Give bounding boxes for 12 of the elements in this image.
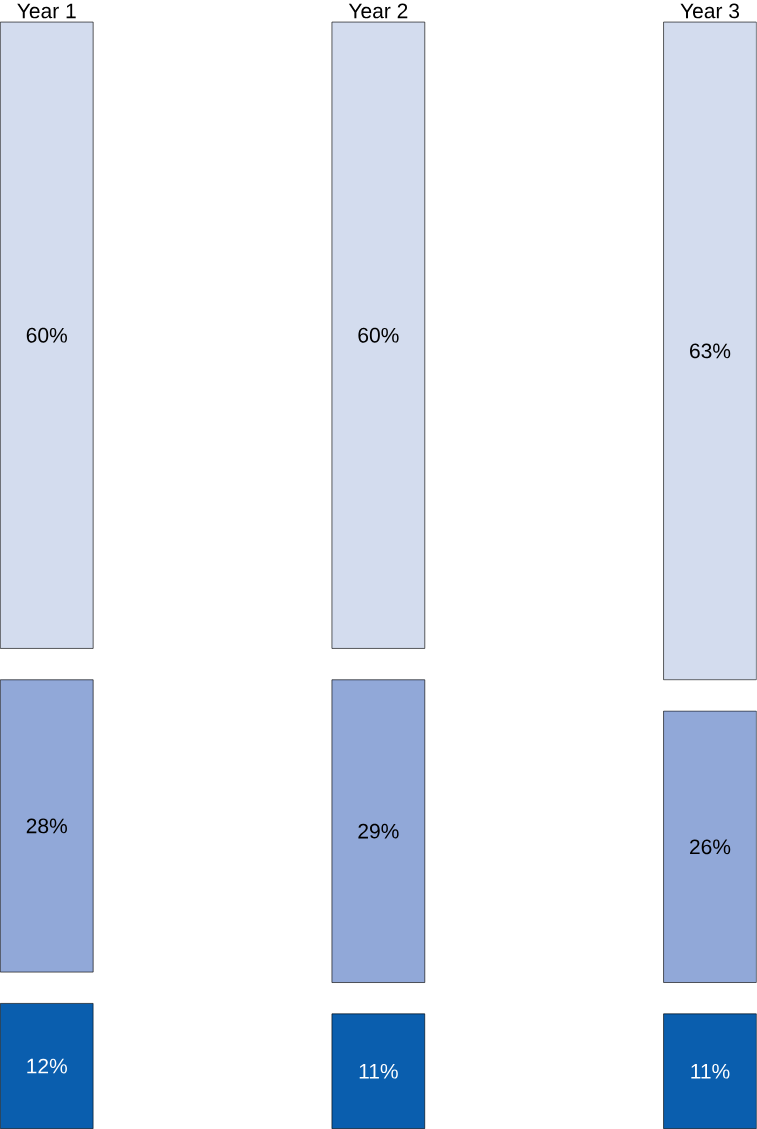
data-label: 11%: [691, 1063, 730, 1079]
data-label: 12%: [27, 1058, 68, 1074]
data-label: 11%: [359, 1063, 398, 1079]
data-label: 29%: [358, 823, 399, 839]
data-label: 28%: [26, 818, 68, 834]
data-label: 63%: [690, 343, 731, 359]
category-label: Year 2: [349, 3, 408, 19]
data-label: 60%: [358, 327, 399, 343]
category-label: Year 3: [680, 3, 740, 19]
data-label: 60%: [26, 327, 68, 343]
data-label: 26%: [690, 839, 731, 855]
category-label: Year 1: [17, 3, 76, 19]
